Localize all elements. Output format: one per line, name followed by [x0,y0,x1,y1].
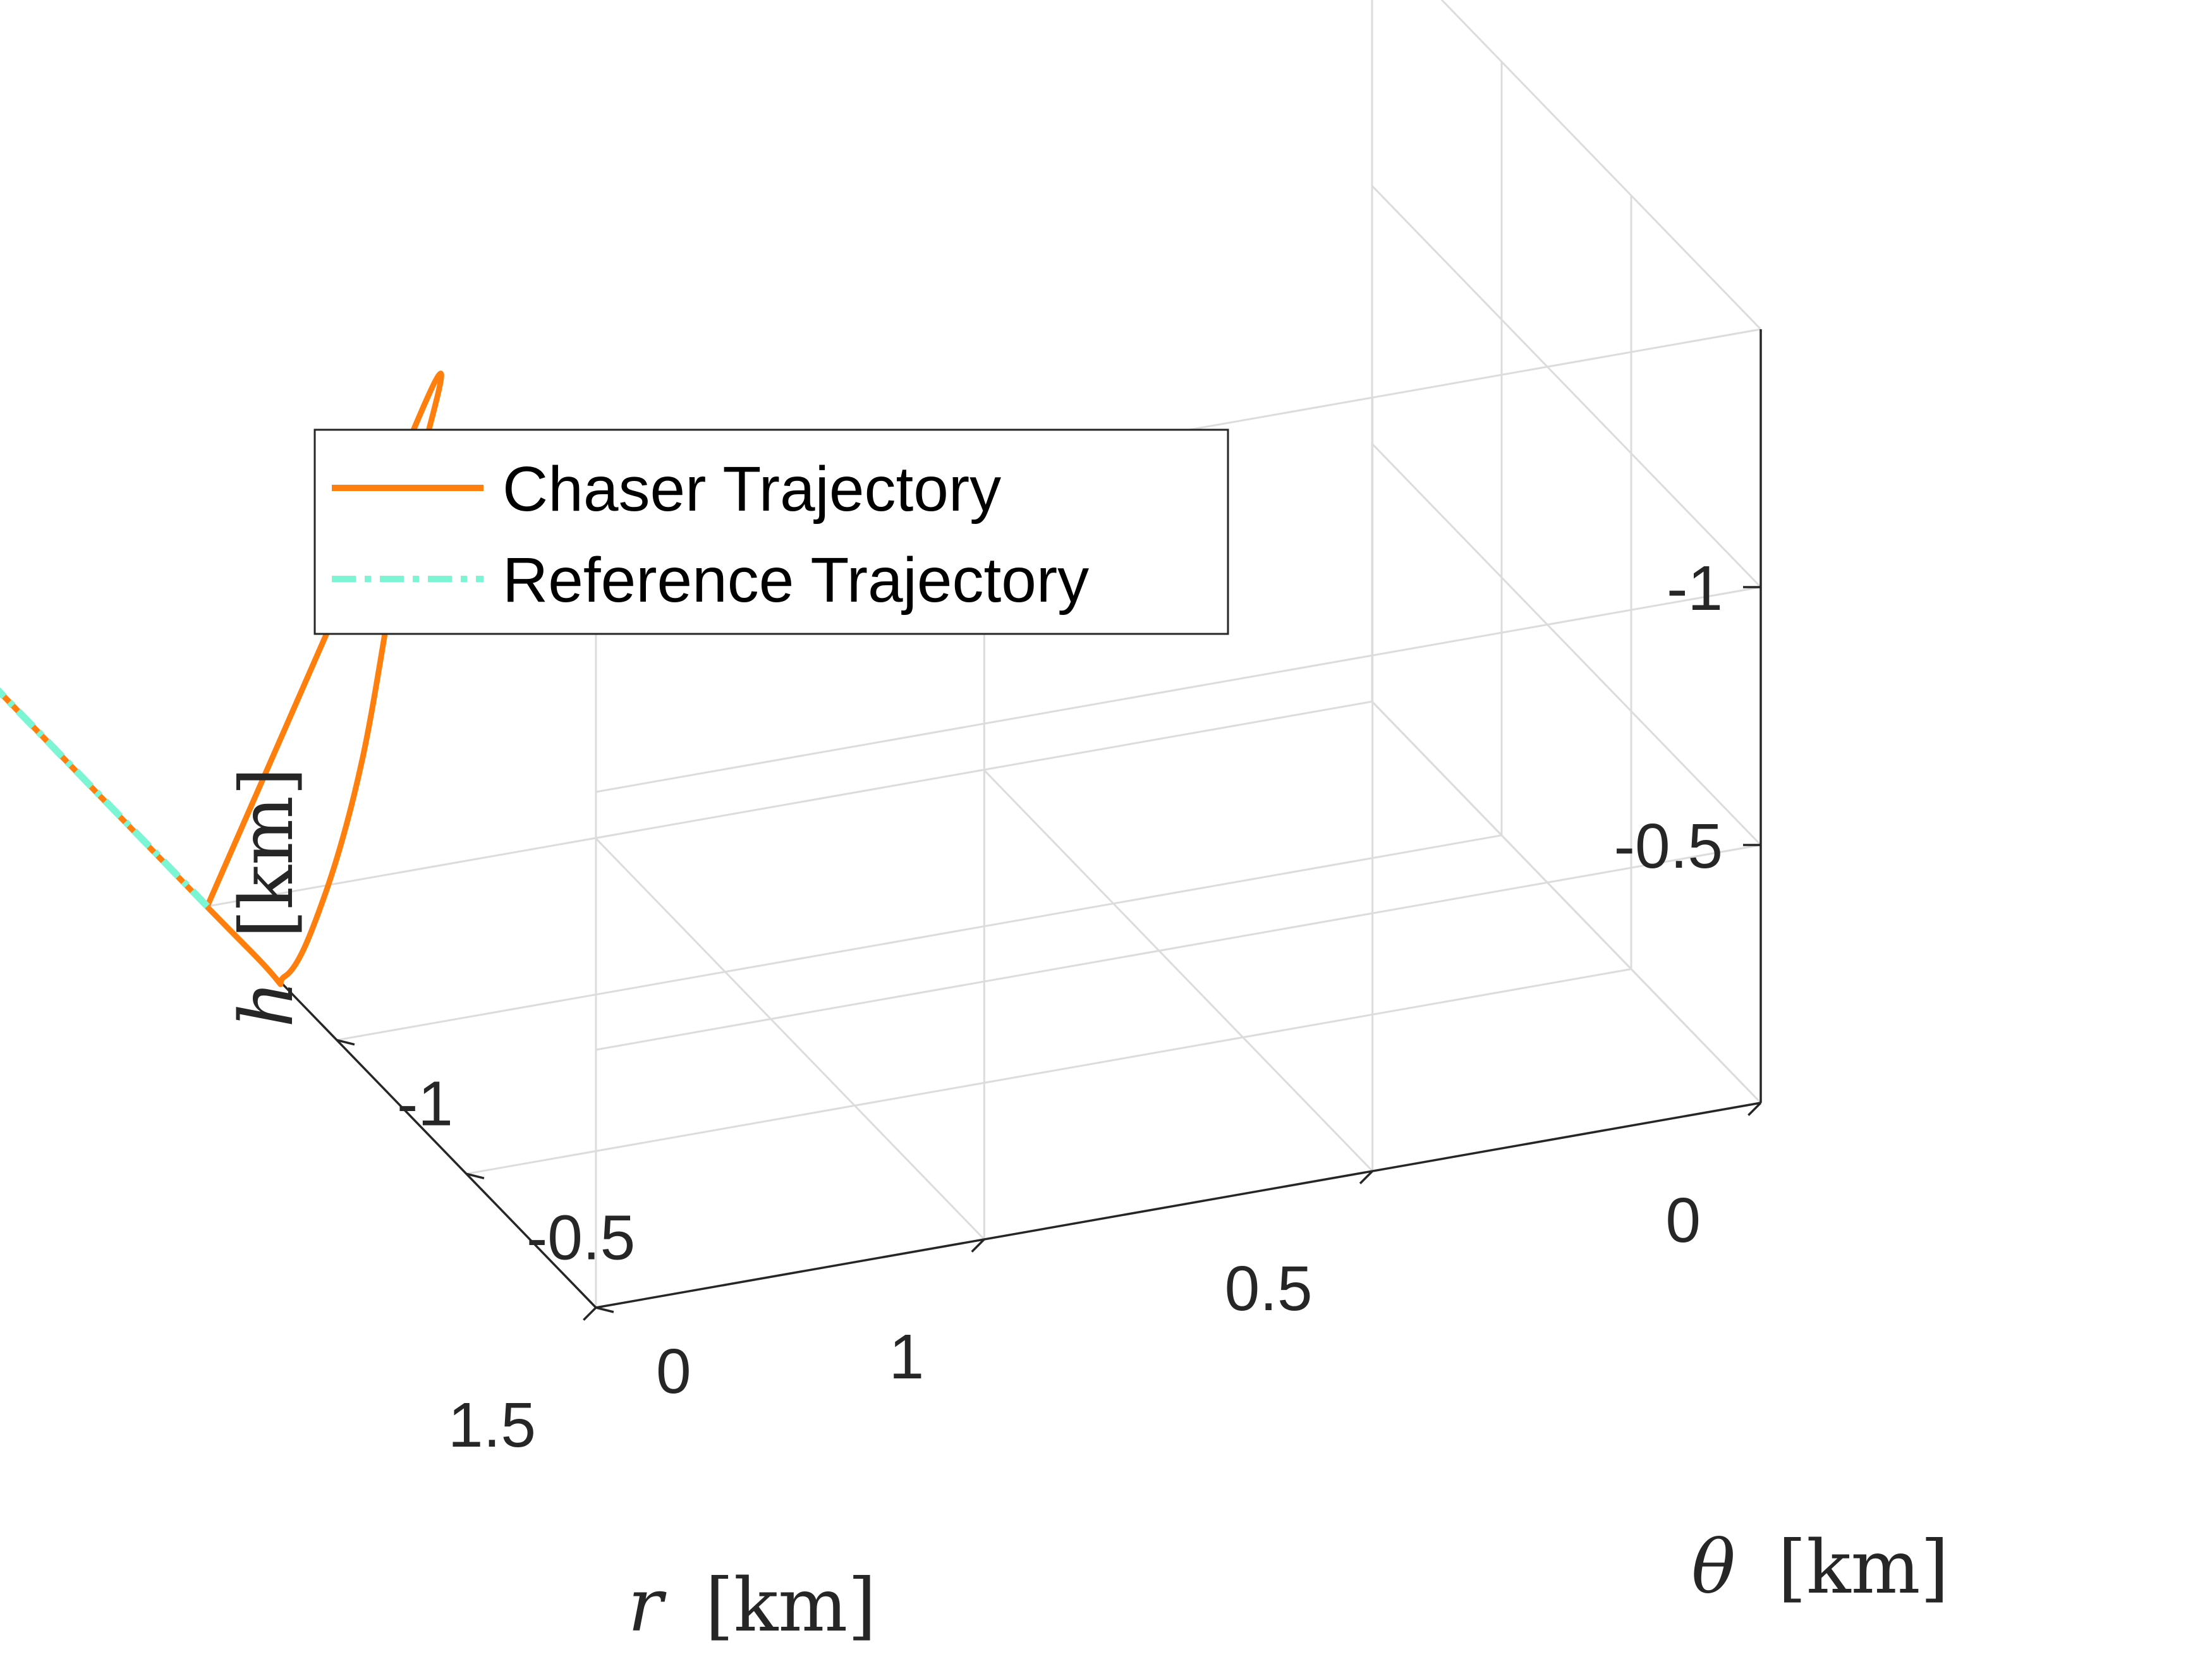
x-tick [583,1306,597,1321]
legend-box [313,428,1229,635]
y-axis-unit: [km] [1778,1525,1949,1610]
grid-line [595,586,1761,793]
y-tick-label: 0 [656,1336,691,1407]
x-tick [971,1238,985,1253]
legend-label-reference: Reference Trajectory [502,545,1089,616]
x-axis-line [595,1102,1761,1309]
x-tick-label: 1.5 [448,1390,536,1461]
y-tick [466,1172,485,1180]
grid-line [1440,0,1762,331]
y-tick-label: -0.5 [526,1202,635,1273]
x-axis-unit: [km] [705,1563,877,1648]
y-tick [336,1039,355,1046]
x-tick-label: 0 [1665,1185,1701,1256]
x-tick-label: 0.5 [1225,1253,1313,1324]
grid-line [983,769,1373,1172]
x-axis-symbol: r [628,1563,667,1648]
z-axis-label: h [km] [224,767,310,1028]
tick-labels: 0 0.5 1 1.5 0 -0.5 -1 -0.5 -1 [397,553,1723,1461]
z-tick-label: -0.5 [1614,811,1723,882]
grid-line [1371,185,1762,588]
grid-line [595,837,985,1241]
legend-label-chaser: Chaser Trajectory [502,454,1001,525]
y-tick [595,1306,614,1313]
x-axis-label: r [km] [628,1563,876,1648]
grid-line [336,834,1502,1042]
grid-line [595,844,1761,1051]
x-tick [1747,1102,1762,1116]
grid-line [466,968,1632,1175]
y-axis-symbol: θ [1691,1525,1735,1610]
reference-trajectory-line [0,687,210,909]
z-axis-symbol: h [224,980,310,1028]
z-tick-label: -1 [1667,553,1723,624]
y-axis-label: θ [km] [1691,1525,1949,1610]
x-tick [1359,1170,1373,1184]
grid-line [207,700,1373,908]
y-tick-label: -1 [397,1069,453,1139]
grid-line [1371,443,1762,846]
grid-line [1371,701,1762,1104]
z-axis-unit: [km] [224,767,310,939]
x-tick-label: 1 [889,1322,925,1392]
legend: Chaser Trajectory Reference Trajectory [313,428,1229,635]
